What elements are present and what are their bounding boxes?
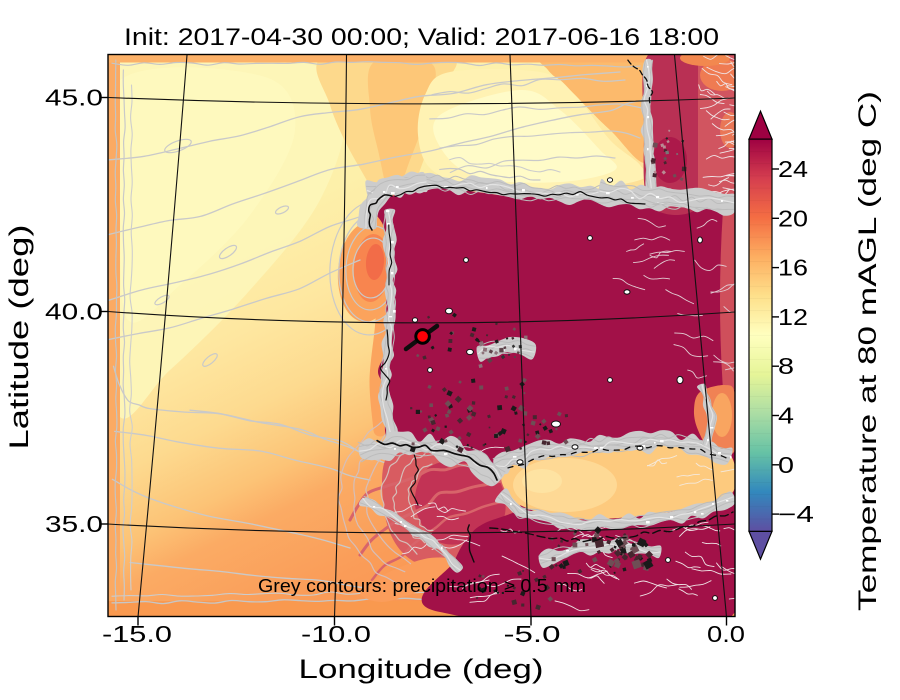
svg-text:−4: −4: [778, 501, 814, 527]
svg-text:Latitude (deg): Latitude (deg): [4, 225, 34, 450]
svg-text:Init: 2017-04-30 00:00; Valid:: Init: 2017-04-30 00:00; Valid: 2017-06-1…: [124, 24, 719, 51]
svg-text:24: 24: [778, 156, 808, 182]
svg-text:16: 16: [778, 255, 808, 281]
svg-text:Temperature at 80 mAGL (deg C): Temperature at 80 mAGL (deg C): [854, 91, 882, 611]
svg-text:12: 12: [778, 304, 808, 330]
svg-text:0: 0: [778, 452, 794, 478]
svg-text:-15.0: -15.0: [102, 621, 172, 647]
svg-text:35.0: 35.0: [45, 511, 103, 537]
svg-text:40.0: 40.0: [45, 299, 103, 325]
svg-text:-5.0: -5.0: [504, 621, 561, 647]
svg-text:-10.0: -10.0: [301, 621, 371, 647]
svg-text:0.0: 0.0: [707, 621, 745, 647]
svg-text:20: 20: [778, 205, 808, 231]
svg-text:4: 4: [778, 403, 794, 429]
svg-text:45.0: 45.0: [45, 85, 103, 111]
svg-text:8: 8: [778, 353, 794, 379]
svg-text:Longitude (deg): Longitude (deg): [299, 654, 544, 684]
svg-text:Grey contours: precipitation ≥: Grey contours: precipitation ≥ 0.5 mm: [258, 576, 586, 596]
